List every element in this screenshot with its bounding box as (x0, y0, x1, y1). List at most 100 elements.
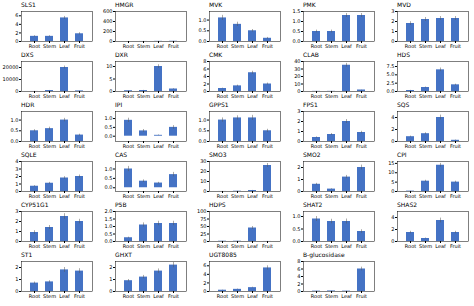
svg-text:0.5: 0.5 (199, 27, 207, 33)
svg-text:6: 6 (15, 12, 18, 18)
svg-text:2: 2 (297, 164, 300, 170)
svg-text:Root: Root (123, 243, 134, 249)
svg-text:Leaf: Leaf (341, 293, 352, 299)
svg-text:Fruit: Fruit (168, 93, 179, 99)
svg-text:100: 100 (197, 208, 207, 214)
svg-text:Root: Root (29, 93, 40, 99)
svg-text:0.0: 0.0 (11, 138, 19, 144)
svg-text:Fruit: Fruit (450, 193, 461, 199)
svg-text:0: 0 (109, 288, 112, 294)
svg-text:1: 1 (391, 28, 394, 34)
svg-text:Root: Root (311, 143, 322, 149)
svg-text:Fruit: Fruit (74, 43, 85, 49)
svg-text:0.5: 0.5 (105, 175, 113, 181)
svg-text:1: 1 (297, 176, 300, 182)
svg-text:0: 0 (203, 288, 206, 294)
svg-text:Fruit: Fruit (356, 293, 367, 299)
svg-text:1: 1 (15, 276, 18, 282)
svg-text:Root: Root (29, 43, 40, 49)
svg-text:Root: Root (217, 93, 228, 99)
svg-text:Stem: Stem (419, 93, 432, 99)
svg-text:Root: Root (123, 43, 134, 49)
svg-text:Stem: Stem (137, 193, 150, 199)
svg-text:Leaf: Leaf (247, 193, 258, 199)
svg-text:0: 0 (109, 38, 112, 44)
svg-text:1.0: 1.0 (199, 17, 207, 23)
svg-text:Root: Root (123, 143, 134, 149)
svg-text:Root: Root (217, 193, 228, 199)
svg-text:Leaf: Leaf (59, 193, 70, 199)
svg-text:Fruit: Fruit (450, 93, 461, 99)
svg-text:3: 3 (15, 208, 18, 214)
svg-text:0: 0 (203, 238, 206, 244)
svg-text:3: 3 (297, 108, 300, 114)
svg-text:2: 2 (297, 281, 300, 287)
svg-text:1.0: 1.0 (105, 223, 113, 229)
svg-text:Leaf: Leaf (59, 93, 70, 99)
svg-text:Leaf: Leaf (341, 143, 352, 149)
svg-text:Leaf: Leaf (247, 243, 258, 249)
svg-text:Stem: Stem (231, 243, 244, 249)
svg-text:4: 4 (391, 114, 394, 120)
svg-text:Root: Root (217, 43, 228, 49)
svg-text:0: 0 (203, 88, 206, 94)
svg-text:Fruit: Fruit (262, 243, 273, 249)
svg-text:0: 0 (297, 188, 300, 194)
svg-text:Fruit: Fruit (356, 93, 367, 99)
svg-text:0: 0 (391, 38, 394, 44)
svg-text:1.0: 1.0 (199, 117, 207, 123)
svg-text:0: 0 (391, 188, 394, 194)
svg-text:15: 15 (388, 160, 394, 166)
svg-text:2: 2 (391, 18, 394, 24)
svg-text:Fruit: Fruit (262, 193, 273, 199)
svg-text:Stem: Stem (43, 293, 56, 299)
svg-text:Fruit: Fruit (168, 193, 179, 199)
svg-text:Leaf: Leaf (247, 293, 258, 299)
svg-text:Root: Root (29, 293, 40, 299)
svg-text:6: 6 (203, 66, 206, 72)
svg-text:0: 0 (297, 138, 300, 144)
svg-text:Leaf: Leaf (341, 43, 352, 49)
svg-text:Root: Root (405, 43, 416, 49)
svg-text:Stem: Stem (419, 193, 432, 199)
svg-text:Leaf: Leaf (435, 143, 446, 149)
svg-text:2.5: 2.5 (387, 80, 395, 86)
svg-text:Stem: Stem (419, 143, 432, 149)
svg-text:Stem: Stem (43, 243, 56, 249)
svg-text:Leaf: Leaf (435, 243, 446, 249)
svg-text:Leaf: Leaf (435, 93, 446, 99)
svg-text:Stem: Stem (43, 43, 56, 49)
svg-text:Leaf: Leaf (59, 293, 70, 299)
svg-text:Stem: Stem (325, 293, 338, 299)
svg-text:Leaf: Leaf (341, 243, 352, 249)
svg-text:Fruit: Fruit (168, 143, 179, 149)
svg-text:Leaf: Leaf (153, 193, 164, 199)
svg-text:2.0: 2.0 (105, 208, 113, 214)
svg-text:Stem: Stem (325, 243, 338, 249)
svg-text:Stem: Stem (43, 143, 56, 149)
svg-text:Root: Root (405, 143, 416, 149)
svg-text:200: 200 (103, 28, 113, 34)
svg-text:Root: Root (123, 193, 134, 199)
svg-text:0.5: 0.5 (105, 231, 113, 237)
svg-text:1.0: 1.0 (293, 18, 301, 24)
svg-text:Fruit: Fruit (74, 193, 85, 199)
svg-text:Root: Root (217, 143, 228, 149)
svg-text:4: 4 (297, 273, 300, 279)
svg-text:Root: Root (123, 293, 134, 299)
svg-text:1: 1 (15, 228, 18, 234)
svg-text:0: 0 (15, 88, 18, 94)
svg-text:2: 2 (15, 264, 18, 270)
svg-text:0.5: 0.5 (199, 127, 207, 133)
svg-text:50: 50 (200, 223, 206, 229)
svg-text:1.0: 1.0 (293, 213, 301, 219)
svg-text:Fruit: Fruit (356, 143, 367, 149)
svg-text:Leaf: Leaf (341, 193, 352, 199)
svg-text:25: 25 (200, 231, 206, 237)
svg-text:Leaf: Leaf (247, 43, 258, 49)
svg-text:Root: Root (311, 93, 322, 99)
svg-text:Root: Root (29, 193, 40, 199)
svg-text:0: 0 (297, 88, 300, 94)
svg-text:0.5: 0.5 (11, 127, 19, 133)
svg-text:0: 0 (15, 288, 18, 294)
